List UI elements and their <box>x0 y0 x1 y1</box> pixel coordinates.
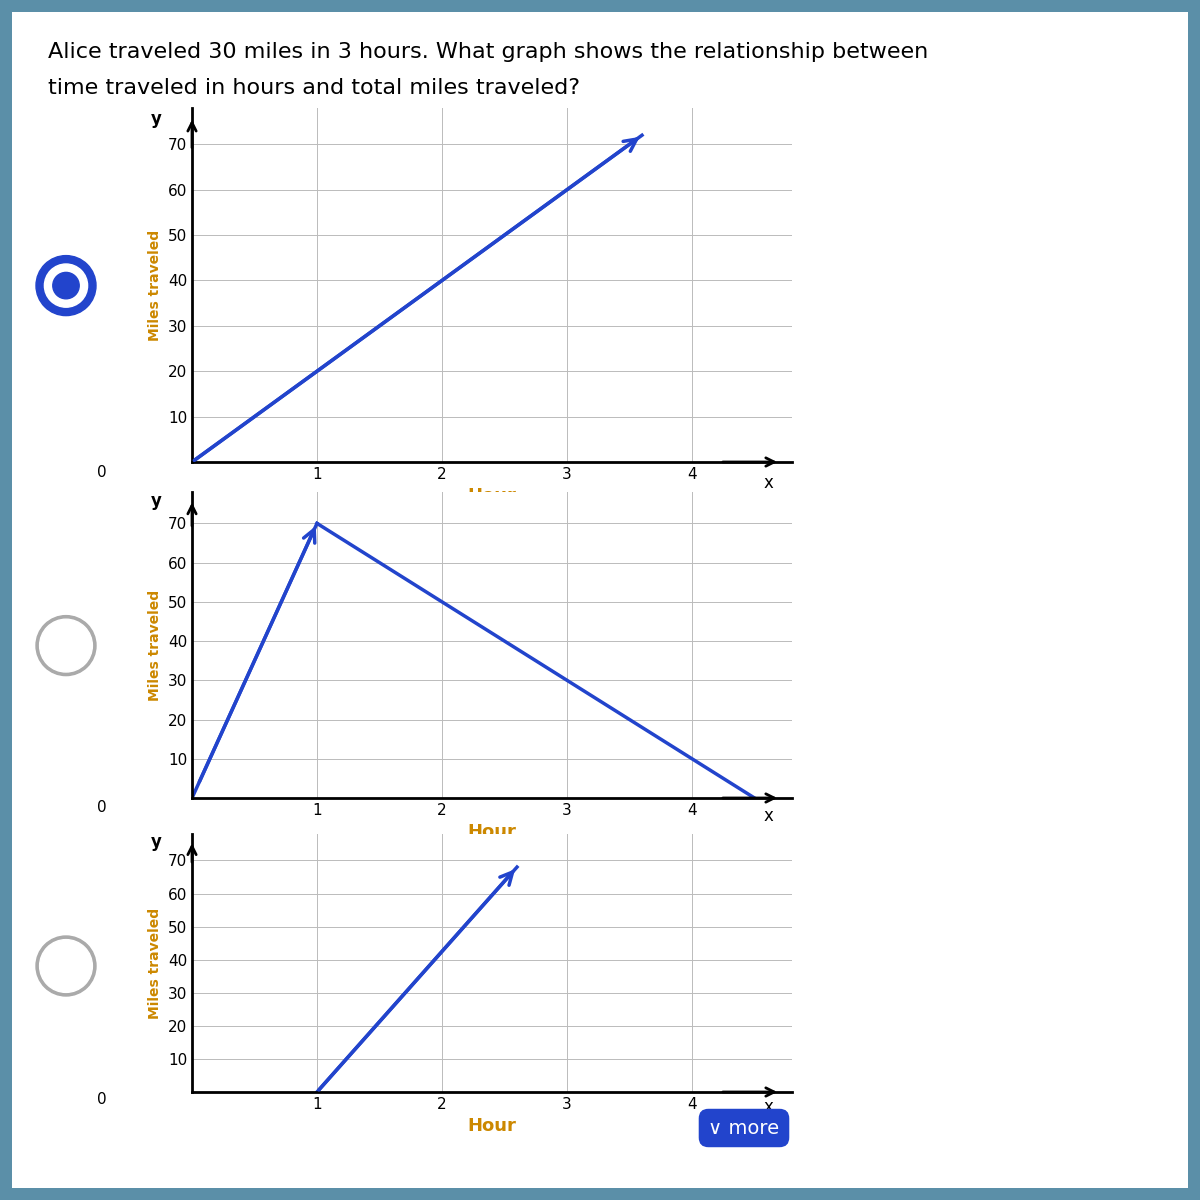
Text: time traveled in hours and total miles traveled?: time traveled in hours and total miles t… <box>48 78 580 98</box>
Text: x: x <box>763 808 773 826</box>
Text: y: y <box>150 833 162 851</box>
Text: 0: 0 <box>97 466 107 480</box>
X-axis label: Hour: Hour <box>468 823 516 841</box>
Text: Alice traveled 30 miles in 3 hours. What graph shows the relationship between: Alice traveled 30 miles in 3 hours. What… <box>48 42 929 62</box>
Text: 0: 0 <box>97 1092 107 1108</box>
Text: ∨ more: ∨ more <box>708 1118 780 1138</box>
Text: y: y <box>150 109 162 127</box>
Text: x: x <box>763 1098 773 1116</box>
X-axis label: Hour: Hour <box>468 487 516 505</box>
Text: x: x <box>763 474 773 492</box>
Text: 0: 0 <box>97 799 107 815</box>
Text: y: y <box>150 492 162 510</box>
Y-axis label: Miles traveled: Miles traveled <box>149 907 162 1019</box>
Y-axis label: Miles traveled: Miles traveled <box>149 229 162 341</box>
Y-axis label: Miles traveled: Miles traveled <box>149 589 162 701</box>
X-axis label: Hour: Hour <box>468 1117 516 1135</box>
